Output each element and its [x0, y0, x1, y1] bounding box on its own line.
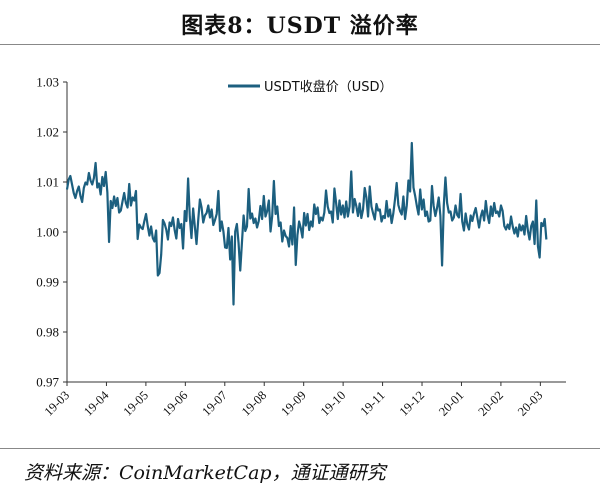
x-tick-label: 19-11	[357, 388, 387, 418]
x-tick-label: 19-06	[160, 388, 191, 419]
footer-divider	[0, 448, 600, 449]
title-divider	[0, 44, 600, 45]
x-tick-label: 19-09	[278, 388, 309, 419]
legend-label: USDT收盘价（USD）	[264, 79, 393, 95]
series-line-usdt-close	[65, 141, 548, 306]
y-tick-label: 1.00	[36, 225, 59, 240]
x-tick-label: 20-03	[515, 388, 546, 419]
x-tick-label: 19-10	[318, 388, 349, 419]
x-tick-label: 20-02	[476, 388, 507, 419]
x-tick-label: 19-05	[120, 388, 151, 419]
legend: USDT收盘价（USD）	[228, 79, 393, 95]
x-tick-label: 19-04	[81, 388, 112, 419]
x-tick-label: 19-08	[239, 388, 270, 419]
chart-title: 图表8：USDT 溢价率	[181, 13, 419, 39]
x-tick-label: 19-12	[397, 388, 428, 419]
x-tick-label: 19-03	[42, 388, 73, 419]
x-tick-label: 19-07	[199, 388, 230, 419]
source-note: 资料来源：CoinMarketCap，通证通研究	[24, 462, 386, 484]
chart-axes	[63, 81, 566, 386]
y-tick-label: 0.97	[36, 375, 59, 390]
plot-area	[65, 141, 548, 306]
y-tick-label: 1.03	[36, 75, 59, 90]
y-tick-label: 0.99	[36, 275, 59, 290]
y-tick-label: 0.98	[36, 325, 59, 340]
y-tick-label: 1.02	[36, 125, 59, 140]
x-tick-label: 20-01	[436, 388, 467, 419]
y-tick-label: 1.01	[36, 175, 59, 190]
